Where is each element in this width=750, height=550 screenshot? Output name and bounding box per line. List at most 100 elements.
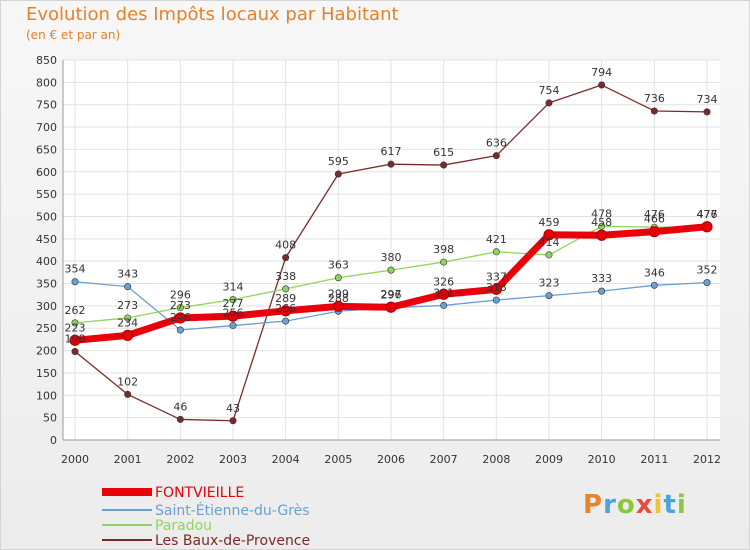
data-point	[71, 347, 79, 355]
data-point	[227, 310, 239, 322]
legend: FONTVIEILLESaint-Étienne-du-GrèsParadouL…	[102, 485, 310, 549]
data-point	[229, 322, 237, 330]
data-label: 314	[223, 281, 244, 294]
legend-label: Paradou	[155, 518, 212, 534]
data-label: 277	[223, 297, 244, 310]
data-point	[229, 417, 237, 425]
y-tick-label: 600	[36, 166, 57, 179]
x-tick-label: 2007	[430, 453, 458, 466]
y-tick-label: 650	[36, 143, 57, 156]
data-point	[492, 152, 500, 160]
data-point	[122, 329, 134, 341]
y-tick-label: 350	[36, 278, 57, 291]
data-point	[440, 258, 448, 266]
x-tick-label: 2011	[640, 453, 668, 466]
data-label: 346	[644, 266, 665, 279]
data-point	[701, 221, 713, 233]
x-tick-label: 2001	[114, 453, 142, 466]
data-point	[492, 248, 500, 256]
data-label: 459	[539, 216, 560, 229]
data-point	[440, 301, 448, 309]
data-label: 296	[381, 289, 402, 302]
data-point	[282, 285, 290, 293]
data-label: 398	[433, 243, 454, 256]
data-point	[596, 229, 608, 241]
data-point	[598, 81, 606, 89]
data-labels: 198 102 46 43 408 595 617 615 636 754 794 736 734 354…	[65, 66, 718, 415]
data-point	[703, 279, 711, 287]
x-tick-label: 2003	[219, 453, 247, 466]
data-point	[492, 296, 500, 304]
logo-letter: i	[653, 490, 664, 520]
data-point	[703, 108, 711, 116]
x-tick-label: 2008	[482, 453, 510, 466]
x-tick-label: 2012	[693, 453, 721, 466]
data-point	[650, 107, 658, 115]
data-label: 338	[275, 270, 296, 283]
series-lines	[69, 81, 713, 425]
data-point	[598, 222, 606, 230]
data-label: 333	[591, 272, 612, 285]
data-label: 297	[381, 288, 402, 301]
logo-letter: x	[635, 490, 654, 520]
data-label: 617	[381, 145, 402, 158]
logo-letter: o	[616, 490, 636, 520]
data-point	[176, 415, 184, 423]
y-tick-label: 750	[36, 99, 57, 112]
y-tick-label: 0	[50, 434, 57, 447]
y-tick-label: 100	[36, 389, 57, 402]
data-label: 476	[644, 208, 665, 221]
logo-letter: P	[583, 490, 604, 520]
y-tick-label: 450	[36, 233, 57, 246]
data-point	[387, 160, 395, 168]
data-label: 477	[697, 208, 718, 221]
grid-lines	[63, 59, 720, 441]
data-point	[648, 226, 660, 238]
data-label: 476	[697, 208, 718, 221]
y-tick-label: 700	[36, 121, 57, 134]
data-label: 323	[539, 277, 560, 290]
data-label: 466	[644, 213, 665, 226]
data-point	[124, 390, 132, 398]
y-tick-label: 300	[36, 300, 57, 313]
data-label: 289	[275, 292, 296, 305]
data-label: 256	[223, 307, 244, 320]
data-label: 478	[591, 207, 612, 220]
data-point	[332, 300, 344, 312]
y-tick-label: 250	[36, 322, 57, 335]
data-label: 615	[433, 146, 454, 159]
x-tick-label: 2000	[61, 453, 89, 466]
data-label: 736	[644, 92, 665, 105]
data-point	[438, 288, 450, 300]
data-label: 343	[117, 268, 138, 281]
legend-label: Saint-Étienne-du-Grès	[155, 502, 310, 519]
data-label: 326	[433, 275, 454, 288]
data-point	[282, 254, 290, 262]
data-label: 296	[170, 289, 191, 302]
data-label: 458	[591, 216, 612, 229]
data-label: 198	[65, 332, 86, 345]
data-label: 754	[539, 84, 560, 97]
y-tick-label: 850	[36, 54, 57, 67]
data-point	[176, 304, 184, 312]
y-tick-label: 400	[36, 255, 57, 268]
data-point	[490, 283, 502, 295]
legend-label: Les Baux-de-Provence	[155, 533, 310, 549]
data-point	[387, 266, 395, 274]
data-label: 363	[328, 259, 349, 272]
y-tick-label: 550	[36, 188, 57, 201]
data-label: 262	[65, 304, 86, 317]
data-point	[545, 251, 553, 259]
logo-letter: r	[603, 490, 617, 520]
data-point	[545, 292, 553, 300]
data-point	[280, 305, 292, 317]
data-label: 234	[117, 316, 138, 329]
proxiti-logo: Proxiti	[583, 490, 687, 520]
x-tick-label: 2005	[324, 453, 352, 466]
data-point	[174, 312, 186, 324]
data-point	[229, 296, 237, 304]
data-label: 421	[486, 233, 507, 246]
data-label: 246	[170, 311, 191, 324]
data-point	[71, 319, 79, 327]
